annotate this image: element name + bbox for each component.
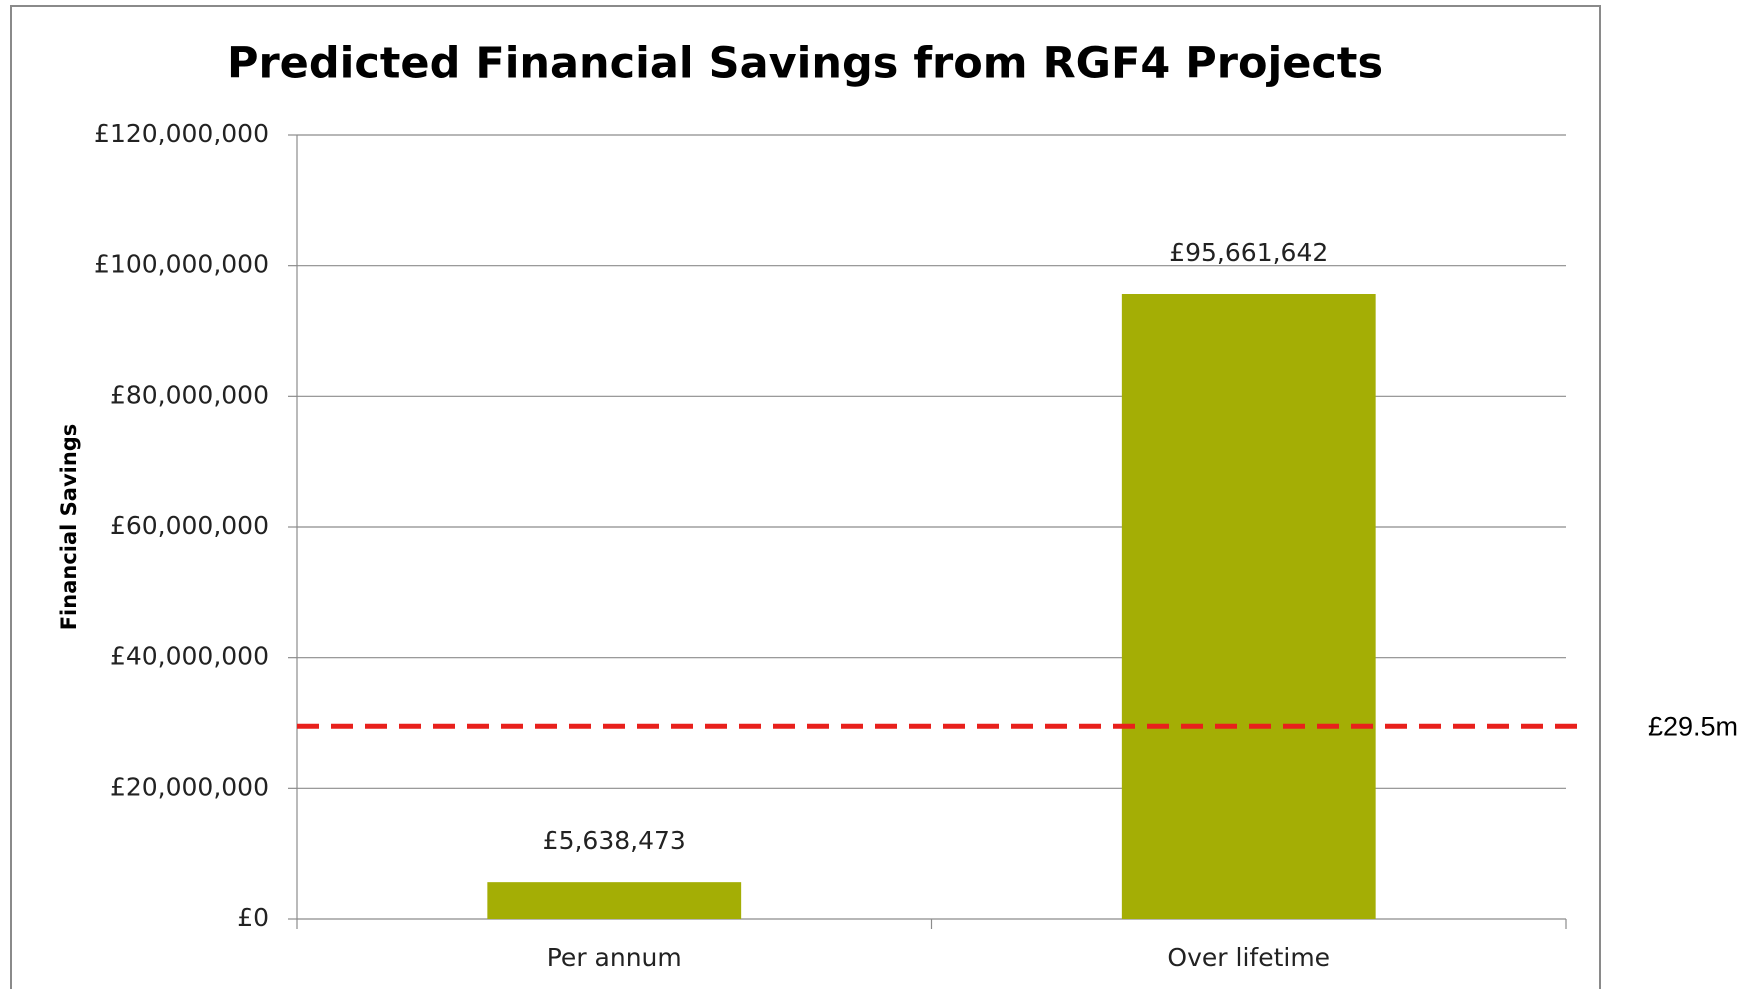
data-label: £95,661,642 (1169, 238, 1328, 267)
x-tick-label: Over lifetime (1167, 943, 1330, 972)
chart-title: Predicted Financial Savings from RGF4 Pr… (227, 39, 1383, 89)
y-tick-label: £80,000,000 (110, 380, 269, 409)
bar (1121, 294, 1376, 919)
y-tick-label: £40,000,000 (110, 642, 269, 671)
y-axis-label: Financial Savings (57, 424, 81, 631)
y-tick-label: £0 (237, 903, 269, 932)
y-tick-label: £120,000,000 (94, 119, 269, 148)
x-tick-label: Per annum (547, 943, 682, 972)
data-label: £5,638,473 (543, 826, 686, 855)
reference-label: £29.5m (1648, 711, 1738, 741)
y-tick-label: £100,000,000 (94, 250, 269, 279)
y-tick-label: £60,000,000 (110, 511, 269, 540)
y-tick-label: £20,000,000 (110, 772, 269, 801)
bar (487, 882, 742, 919)
